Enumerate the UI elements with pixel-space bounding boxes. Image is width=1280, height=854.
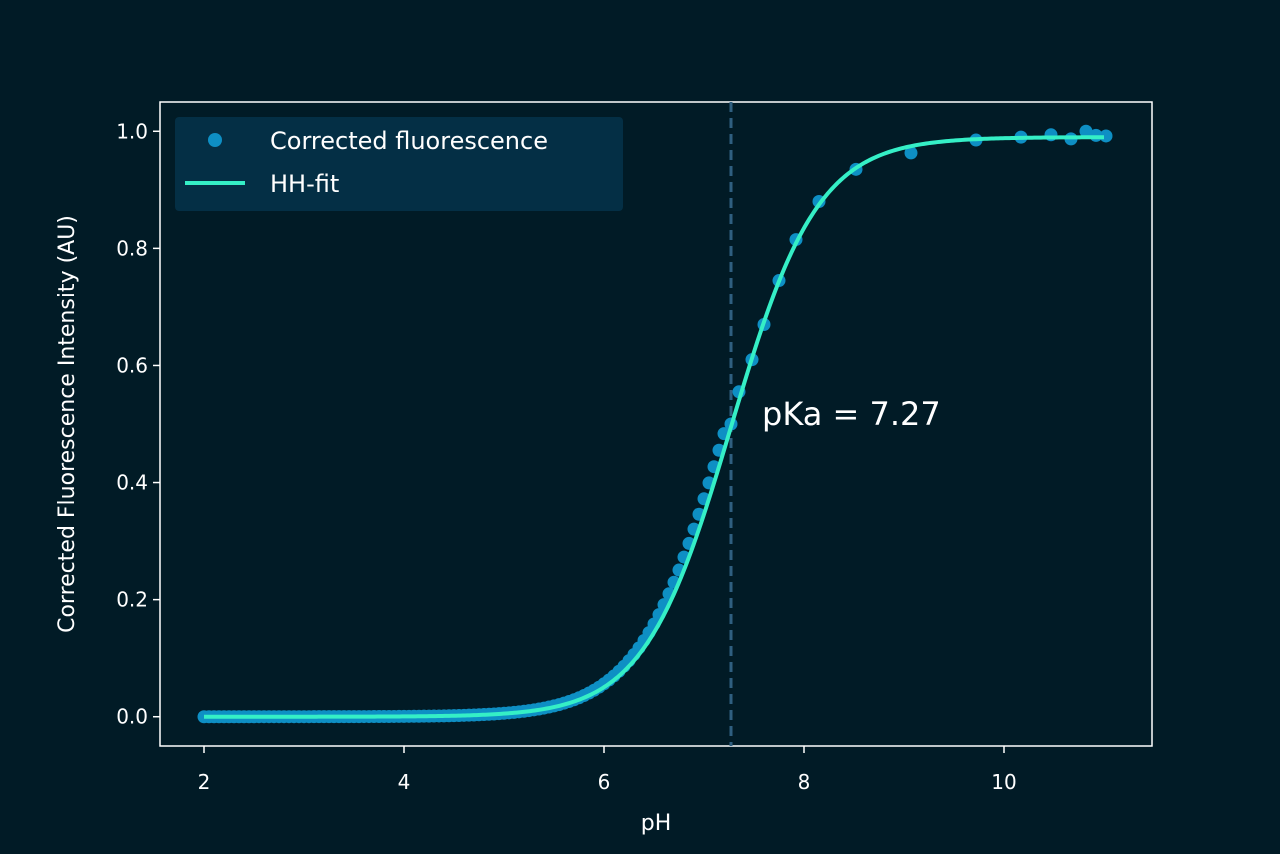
legend-label-fit: HH-fit (270, 170, 339, 198)
axes-layer: 2 4 6 8 10 0.0 0.2 0.4 0.6 0.8 1.0 (116, 119, 1017, 794)
data-point (904, 146, 918, 160)
y-tick-label: 0.4 (116, 471, 148, 495)
y-tick-label: 0.2 (116, 588, 148, 612)
x-tick-label: 8 (798, 770, 811, 794)
x-tick-label: 6 (598, 770, 611, 794)
legend-marker-points (208, 133, 222, 147)
pka-annotation: pKa = 7.27 (762, 395, 941, 433)
legend-box (175, 117, 623, 211)
y-tick-label: 0.0 (116, 705, 148, 729)
x-tick-label: 4 (398, 770, 411, 794)
y-tick-label: 1.0 (116, 119, 148, 143)
y-tick-label: 0.6 (116, 353, 148, 377)
legend-label-points: Corrected fluorescence (270, 127, 548, 155)
y-axis-label: Corrected Fluorescence Intensity (AU) (55, 215, 80, 633)
plot-frame (159, 101, 1153, 747)
fit-curve (204, 135, 1104, 719)
x-tick-label: 10 (991, 770, 1016, 794)
data-point (1079, 124, 1093, 138)
y-tick-label: 0.8 (116, 236, 148, 260)
x-tick-label: 2 (198, 770, 211, 794)
x-axis-label: pH (641, 811, 672, 836)
legend: Corrected fluorescence HH-fit (175, 117, 623, 211)
fit-layer (204, 135, 1104, 719)
